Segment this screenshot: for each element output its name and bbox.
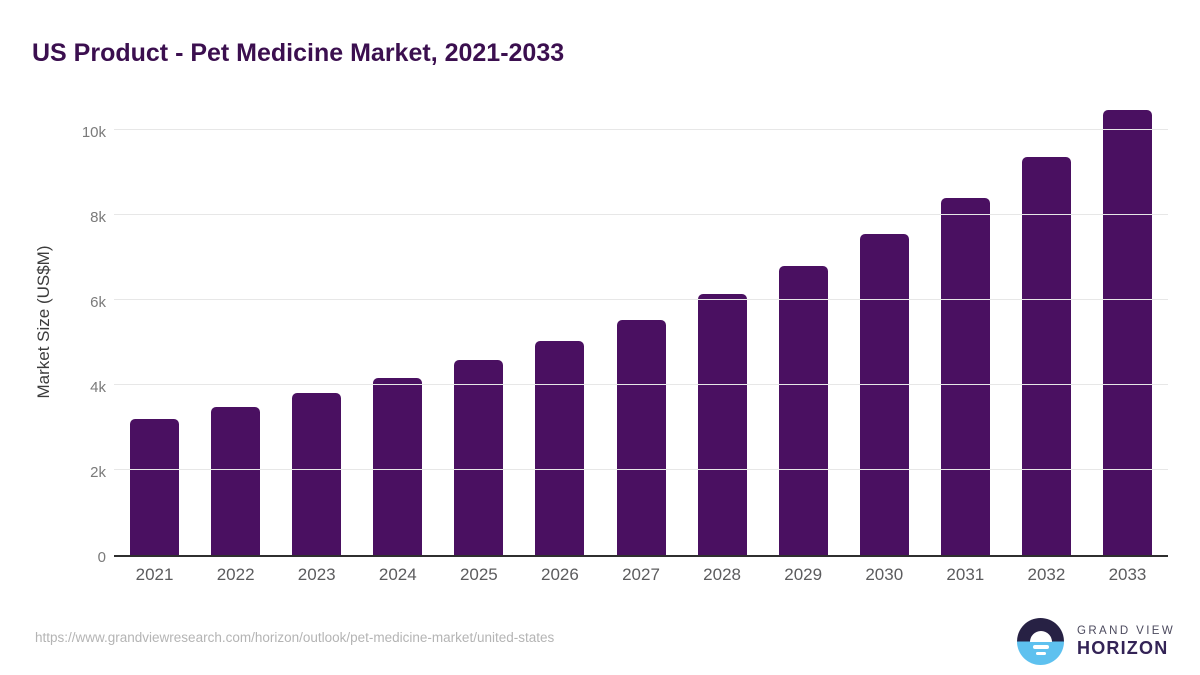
gridline bbox=[114, 469, 1168, 470]
bar-column bbox=[195, 97, 276, 555]
y-axis-title: Market Size (US$M) bbox=[34, 245, 53, 399]
bar-column bbox=[357, 97, 438, 555]
y-tick-label: 10k bbox=[81, 123, 106, 141]
x-tick-label: 2022 bbox=[216, 565, 255, 584]
bar-2021 bbox=[130, 419, 180, 555]
chart-title: US Product - Pet Medicine Market, 2021-2… bbox=[32, 38, 565, 67]
x-tick-label: 2031 bbox=[946, 565, 985, 584]
y-tick-label: 2k bbox=[90, 463, 106, 481]
bar-column bbox=[925, 97, 1006, 555]
x-tick-label: 2029 bbox=[784, 565, 823, 584]
sun-reflection-line bbox=[1032, 645, 1049, 649]
grandview-horizon-logo: GRAND VIEW HORIZON bbox=[1017, 618, 1175, 665]
bar-column bbox=[600, 97, 681, 555]
x-tick-label: 2033 bbox=[1108, 565, 1147, 584]
bar-2030 bbox=[859, 234, 909, 555]
bar-2025 bbox=[454, 360, 504, 555]
gridline bbox=[114, 384, 1168, 385]
x-axis-tick-labels: 2021 2022 2023 2024 2025 2026 2027 2028 2029 2030… bbox=[114, 565, 1168, 585]
x-tick-label: 2025 bbox=[459, 565, 498, 584]
bar-2023 bbox=[292, 393, 342, 555]
x-tick-label: 2028 bbox=[703, 565, 741, 584]
bar-2032 bbox=[1021, 157, 1071, 555]
plot-area bbox=[114, 97, 1168, 557]
x-tick-label: 2026 bbox=[541, 565, 579, 584]
gridline bbox=[114, 129, 1168, 130]
y-axis-tick-labels: 0 2k 4k 6k 8k 10k bbox=[58, 97, 106, 566]
bar-column bbox=[438, 97, 519, 555]
bar-column bbox=[682, 97, 763, 555]
bar-2024 bbox=[373, 378, 423, 555]
bar-column bbox=[1006, 97, 1087, 555]
bar-2031 bbox=[940, 198, 990, 555]
bar-2026 bbox=[535, 341, 585, 555]
x-tick-label: 2021 bbox=[135, 565, 174, 584]
y-tick-label: 0 bbox=[97, 548, 106, 566]
x-tick-label: 2030 bbox=[865, 565, 904, 584]
gridline bbox=[114, 299, 1168, 300]
sun-reflection-line bbox=[1035, 651, 1046, 655]
bar-column bbox=[844, 97, 925, 555]
bar-column bbox=[1087, 97, 1168, 555]
bar-column bbox=[276, 97, 357, 555]
sunrise-logo-icon bbox=[1017, 618, 1064, 665]
bar-column bbox=[114, 97, 195, 555]
bar-column bbox=[763, 97, 844, 555]
x-tick-label: 2024 bbox=[378, 565, 417, 584]
sun-icon bbox=[1029, 630, 1052, 642]
y-tick-label: 8k bbox=[90, 208, 106, 226]
bar-2022 bbox=[211, 407, 261, 555]
bar-2027 bbox=[616, 320, 666, 555]
x-tick-label: 2027 bbox=[622, 565, 660, 584]
source-url: https://www.grandviewresearch.com/horizo… bbox=[35, 630, 555, 645]
logo-brand-top: GRAND VIEW bbox=[1077, 624, 1176, 637]
y-tick-label: 6k bbox=[90, 293, 106, 311]
gridline bbox=[114, 214, 1168, 215]
x-tick-label: 2023 bbox=[297, 565, 336, 584]
bar-2033 bbox=[1102, 110, 1152, 555]
bar-2028 bbox=[697, 294, 747, 555]
bar-column bbox=[519, 97, 600, 555]
logo-wordmark: GRAND VIEW HORIZON bbox=[1077, 625, 1175, 659]
x-tick-label: 2032 bbox=[1027, 565, 1066, 584]
logo-brand-bottom: HORIZON bbox=[1077, 637, 1169, 658]
bar-2029 bbox=[778, 266, 828, 555]
y-tick-label: 4k bbox=[90, 378, 106, 396]
